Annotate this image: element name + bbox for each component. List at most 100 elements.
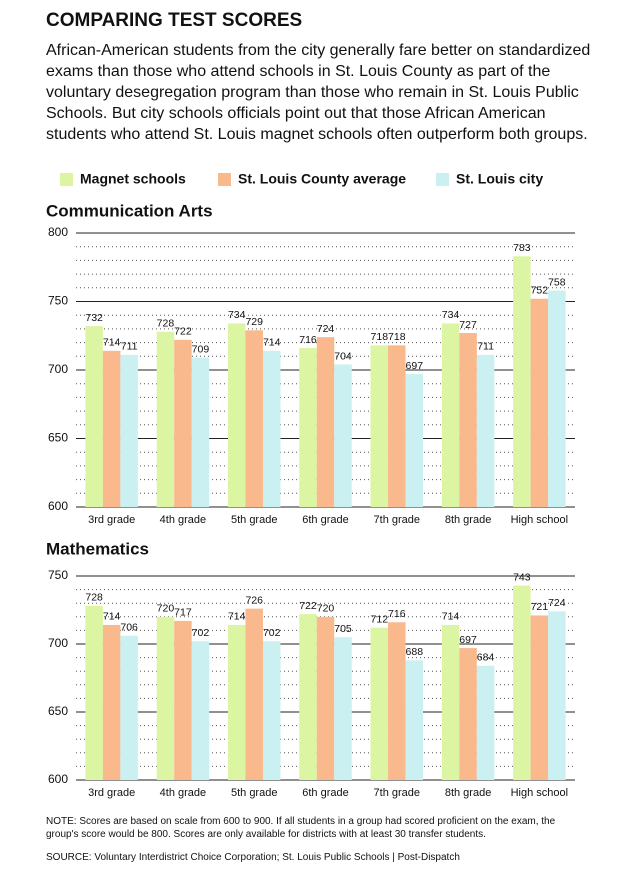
- bar: [530, 298, 549, 507]
- value-label: 718: [388, 331, 406, 343]
- chart: Magnet schools St. Louis County average St…: [46, 171, 575, 799]
- bar: [120, 635, 138, 780]
- value-label: 702: [192, 627, 210, 639]
- value-label: 734: [442, 309, 460, 321]
- bar: [459, 333, 477, 507]
- x-tick-label: 4th grade: [160, 787, 206, 799]
- bar: [334, 637, 352, 780]
- y-tick-label: 750: [48, 294, 68, 308]
- bar: [174, 339, 192, 507]
- value-label: 704: [334, 350, 352, 362]
- value-label: 728: [85, 592, 103, 604]
- value-label: 721: [531, 601, 549, 613]
- bar: [370, 345, 389, 507]
- chart-title: Communication Arts: [46, 201, 213, 220]
- bar: [262, 641, 281, 780]
- y-tick-label: 650: [48, 704, 68, 718]
- x-tick-label: 8th grade: [445, 514, 491, 526]
- bar: [476, 354, 495, 507]
- x-tick-label: High school: [511, 787, 568, 799]
- legend-swatch: [218, 173, 231, 186]
- x-tick-label: High school: [511, 514, 568, 526]
- bar: [245, 608, 263, 780]
- value-label: 727: [459, 319, 477, 331]
- value-label: 724: [317, 323, 335, 335]
- bar: [299, 348, 317, 507]
- bar: [530, 615, 549, 780]
- bar: [191, 357, 210, 507]
- bar: [156, 331, 175, 507]
- value-label: 688: [406, 646, 424, 658]
- value-label: 702: [263, 627, 281, 639]
- source: SOURCE: Voluntary Interdistrict Choice C…: [46, 852, 460, 863]
- value-label: 711: [477, 341, 494, 353]
- bar: [85, 326, 103, 507]
- legend-label: St. Louis County average: [238, 171, 406, 187]
- value-label: 718: [371, 331, 389, 343]
- value-label: 711: [121, 341, 138, 353]
- bar: [548, 290, 566, 507]
- bar: [405, 660, 424, 780]
- value-label: 712: [371, 613, 389, 625]
- legend-label: St. Louis city: [456, 171, 543, 187]
- y-tick-label: 800: [48, 225, 68, 239]
- bar: [405, 374, 424, 507]
- x-tick-label: 7th grade: [374, 787, 420, 799]
- value-label: 729: [245, 316, 263, 328]
- bar: [441, 624, 460, 780]
- value-label: 720: [157, 603, 175, 615]
- value-label: 783: [513, 242, 531, 254]
- x-tick-label: 4th grade: [160, 514, 206, 526]
- bar: [102, 624, 121, 780]
- y-tick-label: 600: [48, 772, 68, 786]
- bar: [156, 616, 175, 780]
- value-label: 714: [103, 611, 121, 623]
- title: COMPARING TEST SCORES: [46, 10, 303, 31]
- y-tick-label: 600: [48, 499, 68, 513]
- value-label: 743: [513, 571, 531, 583]
- value-label: 724: [548, 597, 566, 609]
- y-tick-label: 700: [48, 636, 68, 650]
- bar: [102, 350, 121, 507]
- note: NOTE: Scores are based on scale from 600…: [46, 816, 556, 840]
- value-label: 732: [85, 312, 103, 324]
- x-tick-label: 6th grade: [302, 514, 348, 526]
- value-label: 716: [388, 608, 406, 620]
- value-label: 709: [192, 343, 210, 355]
- value-label: 717: [174, 607, 192, 619]
- bar: [245, 330, 263, 507]
- value-label: 697: [459, 634, 477, 646]
- value-label: 716: [299, 334, 317, 346]
- x-tick-label: 6th grade: [302, 787, 348, 799]
- bar: [513, 585, 531, 780]
- value-label: 734: [228, 309, 246, 321]
- bar: [191, 641, 210, 780]
- x-tick-label: 3rd grade: [88, 514, 135, 526]
- x-tick-label: 5th grade: [231, 787, 277, 799]
- value-label: 722: [299, 600, 317, 612]
- value-label: 726: [245, 594, 263, 606]
- bar: [299, 614, 317, 780]
- chart-title: Mathematics: [46, 539, 149, 558]
- bar: [227, 624, 246, 780]
- y-tick-label: 650: [48, 431, 68, 445]
- bar: [316, 337, 335, 507]
- bar: [262, 350, 281, 507]
- value-label: 714: [228, 611, 246, 623]
- x-tick-label: 3rd grade: [88, 787, 135, 799]
- legend-label: Magnet schools: [80, 171, 186, 187]
- subtitle: African-American students from the city …: [46, 42, 591, 143]
- value-label: 684: [477, 652, 495, 664]
- bar: [548, 611, 566, 780]
- bar: [227, 323, 246, 507]
- value-label: 758: [548, 276, 566, 288]
- bar: [441, 323, 460, 507]
- bar: [316, 616, 335, 780]
- legend-swatch: [436, 173, 449, 186]
- bar: [388, 622, 406, 780]
- x-tick-label: 5th grade: [231, 514, 277, 526]
- bar: [513, 256, 531, 507]
- value-label: 714: [103, 337, 121, 349]
- x-tick-label: 8th grade: [445, 787, 491, 799]
